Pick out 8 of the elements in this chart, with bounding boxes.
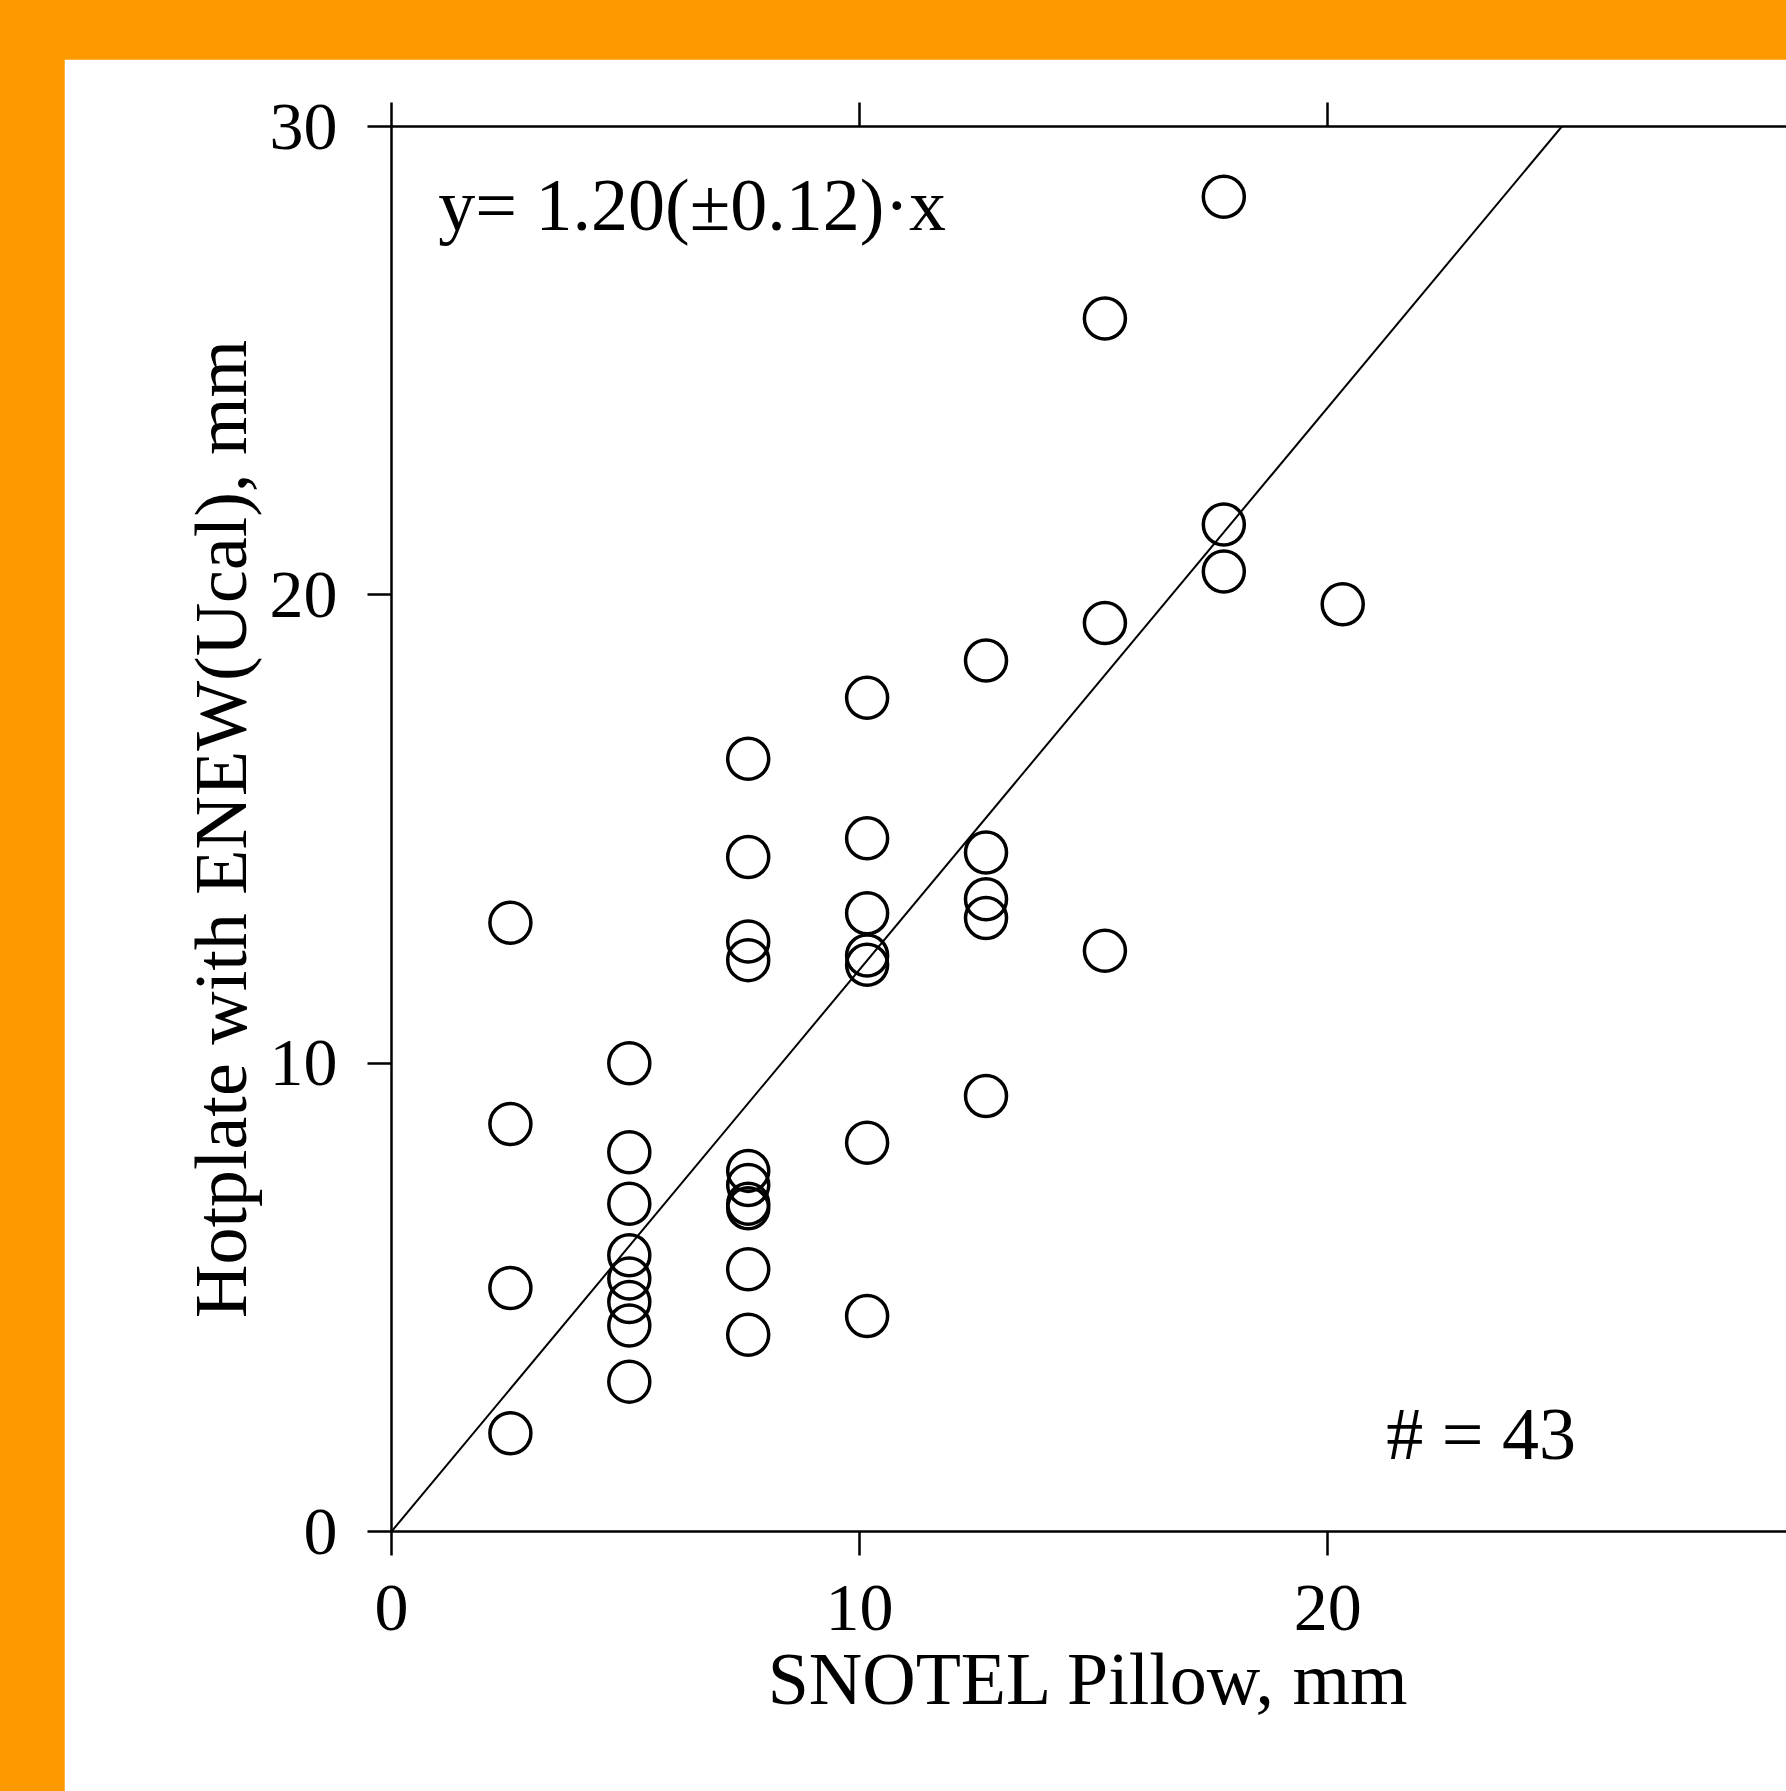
y-tick-label: 10 [269, 1024, 338, 1101]
y-axis-title: Hotplate with ENEW(Ucal), mm [179, 339, 262, 1319]
annotation: # = 43 [1386, 1393, 1577, 1476]
y-tick-label: 0 [303, 1492, 338, 1569]
y-tick-label: 20 [269, 555, 338, 632]
x-tick-label: 0 [374, 1568, 409, 1645]
annotation: y= 1.20(±0.12)·x [438, 163, 947, 246]
y-tick-label: 30 [269, 87, 338, 164]
